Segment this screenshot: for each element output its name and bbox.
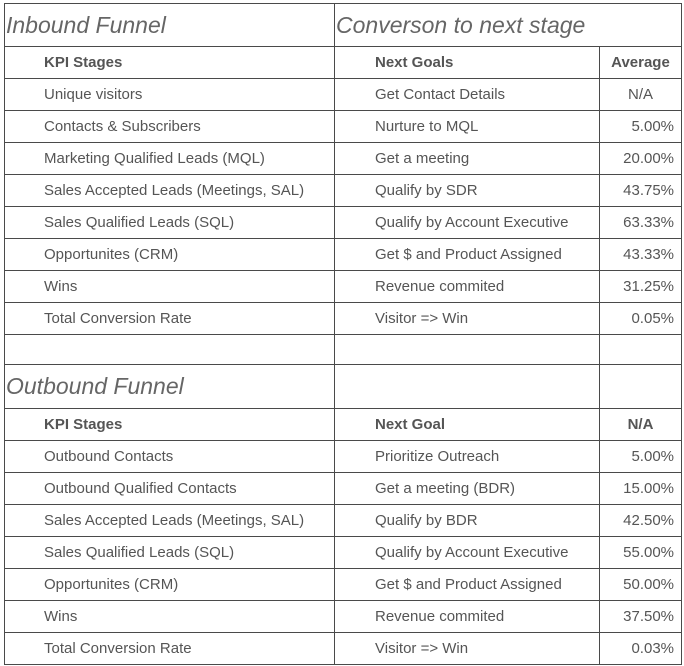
stage-cell: Sales Qualified Leads (SQL): [4, 206, 335, 239]
outbound-title-row: Outbound Funnel: [4, 364, 683, 409]
stage-cell: Marketing Qualified Leads (MQL): [4, 142, 335, 175]
stage-cell: Outbound Qualified Contacts: [4, 472, 335, 505]
table-row: Wins Revenue commited 37.50%: [4, 600, 683, 633]
empty-cell: [334, 334, 600, 365]
stage-cell: Wins: [4, 270, 335, 303]
empty-cell: [598, 364, 683, 409]
stage-cell: Sales Accepted Leads (Meetings, SAL): [4, 504, 335, 537]
table-row: Outbound Qualified Contacts Get a meetin…: [4, 472, 683, 505]
table-row: Outbound Contacts Prioritize Outreach 5.…: [4, 440, 683, 473]
goal-cell: Get a meeting: [334, 142, 600, 175]
average-cell: 0.05%: [598, 302, 683, 335]
table-row: Total Conversion Rate Visitor => Win 0.0…: [4, 302, 683, 335]
table-row: Total Conversion Rate Visitor => Win 0.0…: [4, 632, 683, 665]
table-row: Sales Qualified Leads (SQL) Qualify by A…: [4, 536, 683, 569]
inbound-header-row: KPI Stages Next Goals Average: [4, 46, 683, 79]
stage-cell: Sales Qualified Leads (SQL): [4, 536, 335, 569]
average-cell: 55.00%: [598, 536, 683, 569]
stage-cell: Opportunites (CRM): [4, 238, 335, 271]
goal-cell: Revenue commited: [334, 270, 600, 303]
stage-cell: Opportunites (CRM): [4, 568, 335, 601]
average-cell: 31.25%: [598, 270, 683, 303]
table-row: Wins Revenue commited 31.25%: [4, 270, 683, 303]
goal-cell: Qualify by BDR: [334, 504, 600, 537]
average-cell: 50.00%: [598, 568, 683, 601]
goal-cell: Qualify by Account Executive: [334, 536, 600, 569]
goal-cell: Nurture to MQL: [334, 110, 600, 143]
outbound-header-row: KPI Stages Next Goal N/A: [4, 408, 683, 441]
outbound-header-avg: N/A: [598, 408, 683, 441]
average-cell: 63.33%: [598, 206, 683, 239]
average-cell: 20.00%: [598, 142, 683, 175]
stage-cell: Total Conversion Rate: [4, 632, 335, 665]
average-cell: 43.33%: [598, 238, 683, 271]
goal-cell: Prioritize Outreach: [334, 440, 600, 473]
goal-cell: Visitor => Win: [334, 632, 600, 665]
empty-cell: [598, 334, 683, 365]
goal-cell: Get $ and Product Assigned: [334, 238, 600, 271]
stage-cell: Wins: [4, 600, 335, 633]
inbound-title-row: Inbound Funnel Converson to next stage: [4, 3, 683, 47]
average-cell: 0.03%: [598, 632, 683, 665]
inbound-header-stage: KPI Stages: [4, 46, 335, 79]
stage-cell: Total Conversion Rate: [4, 302, 335, 335]
goal-cell: Get Contact Details: [334, 78, 600, 111]
table-row: Sales Qualified Leads (SQL) Qualify by A…: [4, 206, 683, 239]
empty-cell: [4, 334, 335, 365]
average-cell: 42.50%: [598, 504, 683, 537]
average-cell: 37.50%: [598, 600, 683, 633]
average-cell: 43.75%: [598, 174, 683, 207]
goal-cell: Qualify by Account Executive: [334, 206, 600, 239]
empty-cell: [334, 364, 600, 409]
table-row: Unique visitors Get Contact Details N/A: [4, 78, 683, 111]
stage-cell: Outbound Contacts: [4, 440, 335, 473]
outbound-funnel-title: Outbound Funnel: [4, 364, 335, 409]
table-row: Opportunites (CRM) Get $ and Product Ass…: [4, 568, 683, 601]
outbound-header-stage: KPI Stages: [4, 408, 335, 441]
goal-cell: Qualify by SDR: [334, 174, 600, 207]
inbound-header-goal: Next Goals: [334, 46, 600, 79]
table-row: Marketing Qualified Leads (MQL) Get a me…: [4, 142, 683, 175]
average-cell: 5.00%: [598, 110, 683, 143]
inbound-header-avg: Average: [598, 46, 683, 79]
average-cell: N/A: [598, 78, 683, 111]
stage-cell: Contacts & Subscribers: [4, 110, 335, 143]
table-row: Opportunites (CRM) Get $ and Product Ass…: [4, 238, 683, 271]
table-row: Contacts & Subscribers Nurture to MQL 5.…: [4, 110, 683, 143]
stage-cell: Sales Accepted Leads (Meetings, SAL): [4, 174, 335, 207]
goal-cell: Revenue commited: [334, 600, 600, 633]
average-cell: 5.00%: [598, 440, 683, 473]
stage-cell: Unique visitors: [4, 78, 335, 111]
goal-cell: Get a meeting (BDR): [334, 472, 600, 505]
outbound-header-goal: Next Goal: [334, 408, 600, 441]
average-cell: 15.00%: [598, 472, 683, 505]
table-row: Sales Accepted Leads (Meetings, SAL) Qua…: [4, 504, 683, 537]
table-row: Sales Accepted Leads (Meetings, SAL) Qua…: [4, 174, 683, 207]
conversion-title: Converson to next stage: [333, 3, 683, 47]
funnel-kpi-table: Inbound Funnel Converson to next stage K…: [4, 3, 683, 665]
inbound-funnel-title: Inbound Funnel: [4, 3, 335, 47]
goal-cell: Visitor => Win: [334, 302, 600, 335]
spacer-row: [4, 334, 683, 365]
goal-cell: Get $ and Product Assigned: [334, 568, 600, 601]
